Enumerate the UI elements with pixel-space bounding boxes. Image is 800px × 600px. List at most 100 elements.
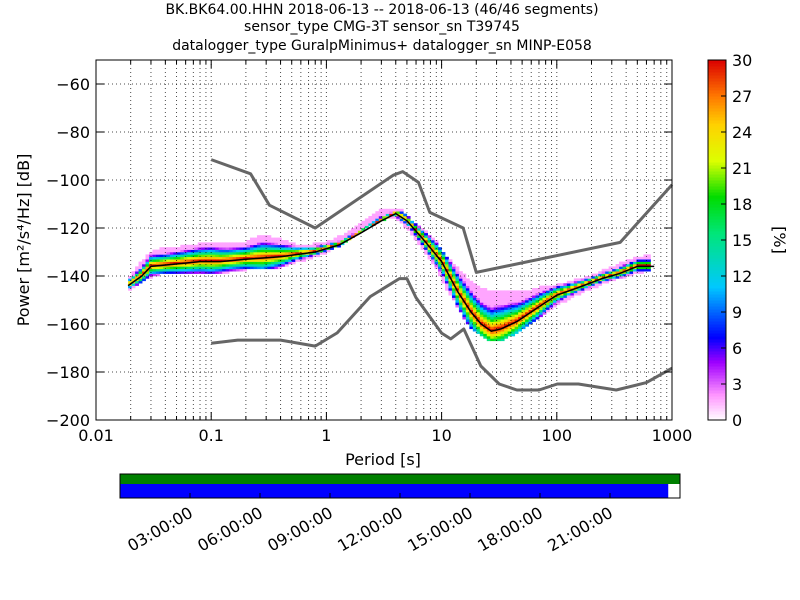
colorbar-segment [708, 315, 726, 319]
pdf-cell [357, 223, 362, 226]
pdf-cell [277, 242, 282, 246]
pdf-cell [633, 268, 637, 272]
pdf-cell [274, 237, 279, 241]
pdf-cell [392, 208, 397, 212]
pdf-cell [598, 283, 603, 286]
pdf-cell [608, 278, 613, 282]
pdf-cell [448, 280, 453, 284]
colorbar-segment [708, 354, 726, 358]
colorbar-segment [708, 249, 726, 253]
pdf-cell [413, 225, 418, 229]
pdf-cell [288, 256, 293, 260]
pdf-cell [215, 259, 220, 262]
pdf-cell [476, 321, 481, 325]
pdf-cell [431, 244, 435, 248]
pdf-cell [183, 252, 188, 255]
pdf-cell [295, 252, 300, 255]
pdf-cell [486, 319, 491, 322]
pdf-cell [194, 254, 199, 258]
pdf-cell [131, 273, 136, 277]
colorbar-segment [708, 228, 726, 232]
pdf-cell [462, 278, 467, 282]
pdf-cell [204, 259, 209, 262]
pdf-cell [162, 266, 167, 270]
pdf-cell [305, 249, 310, 253]
pdf-cell [427, 237, 432, 241]
pdf-cell [291, 256, 296, 260]
pdf-cell [260, 249, 265, 253]
pdf-cell [619, 273, 623, 277]
colorbar-segment [708, 252, 726, 256]
pdf-cell [357, 230, 362, 234]
pdf-cell [138, 278, 143, 282]
pdf-cell [236, 252, 240, 255]
colorbar-segment [708, 204, 726, 208]
pdf-cell [211, 271, 216, 274]
pdf-cell [173, 259, 178, 262]
pdf-cell [445, 280, 449, 284]
pdf-cell [368, 220, 373, 224]
pdf-cell [504, 328, 509, 332]
pdf-cell [312, 252, 317, 255]
pdf-cell [270, 244, 275, 248]
pdf-cell [622, 268, 627, 272]
pdf-cell [361, 228, 366, 231]
pdf-cell [490, 304, 495, 308]
pdf-cell [497, 297, 502, 301]
pdf-cell [270, 261, 275, 265]
pdf-cell [528, 302, 533, 306]
pdf-cell [636, 256, 641, 260]
pdf-cell [528, 297, 533, 301]
pdf-cell [479, 304, 484, 308]
pdf-cell [190, 271, 195, 274]
pdf-cell [462, 316, 467, 320]
pdf-cell [176, 266, 181, 270]
pdf-cell [646, 261, 651, 265]
pdf-cell [552, 290, 557, 294]
pdf-cell [472, 321, 477, 325]
pdf-cell [646, 264, 651, 267]
pdf-cell [201, 268, 206, 272]
pdf-cell [521, 312, 526, 315]
pdf-cell [479, 326, 484, 330]
pdf-cell [218, 259, 223, 262]
pdf-cell [291, 249, 296, 253]
pdf-cell [420, 228, 425, 231]
pdf-cell [260, 261, 265, 265]
y-axis-label: Power [m²/s⁴/Hz] [dB] [14, 154, 33, 327]
pdf-cell [166, 254, 171, 258]
pdf-cell [469, 295, 474, 298]
pdf-cell [319, 249, 324, 253]
pdf-cell [497, 331, 502, 334]
pdf-cell [535, 288, 540, 291]
pdf-cell [326, 244, 331, 248]
pdf-cell [295, 247, 300, 250]
pdf-cell [288, 244, 293, 248]
pdf-cell [417, 240, 422, 243]
pdf-cell [218, 261, 223, 265]
colorbar-segment [708, 96, 726, 100]
pdf-cell [451, 268, 456, 272]
pdf-cell [504, 319, 509, 322]
pdf-cell [455, 278, 460, 282]
pdf-cell [465, 307, 470, 310]
pdf-cell [479, 319, 484, 322]
pdf-cell [615, 273, 620, 277]
pdf-cell [270, 254, 275, 258]
pdf-cell [507, 297, 512, 301]
pdf-cell [566, 292, 571, 296]
pdf-cell [403, 216, 408, 219]
pdf-cell [629, 264, 634, 267]
pdf-cell [448, 290, 453, 294]
pdf-cell [500, 328, 505, 332]
pdf-cell [455, 304, 460, 308]
pdf-cell [469, 319, 474, 322]
pdf-cell [166, 261, 171, 265]
colorbar-segment [708, 300, 726, 304]
pdf-cell [514, 307, 519, 310]
pdf-cell [458, 285, 463, 289]
pdf-cell [465, 321, 470, 325]
pdf-cell [535, 302, 540, 306]
pdf-cell [204, 247, 209, 250]
pdf-cell [504, 321, 509, 325]
